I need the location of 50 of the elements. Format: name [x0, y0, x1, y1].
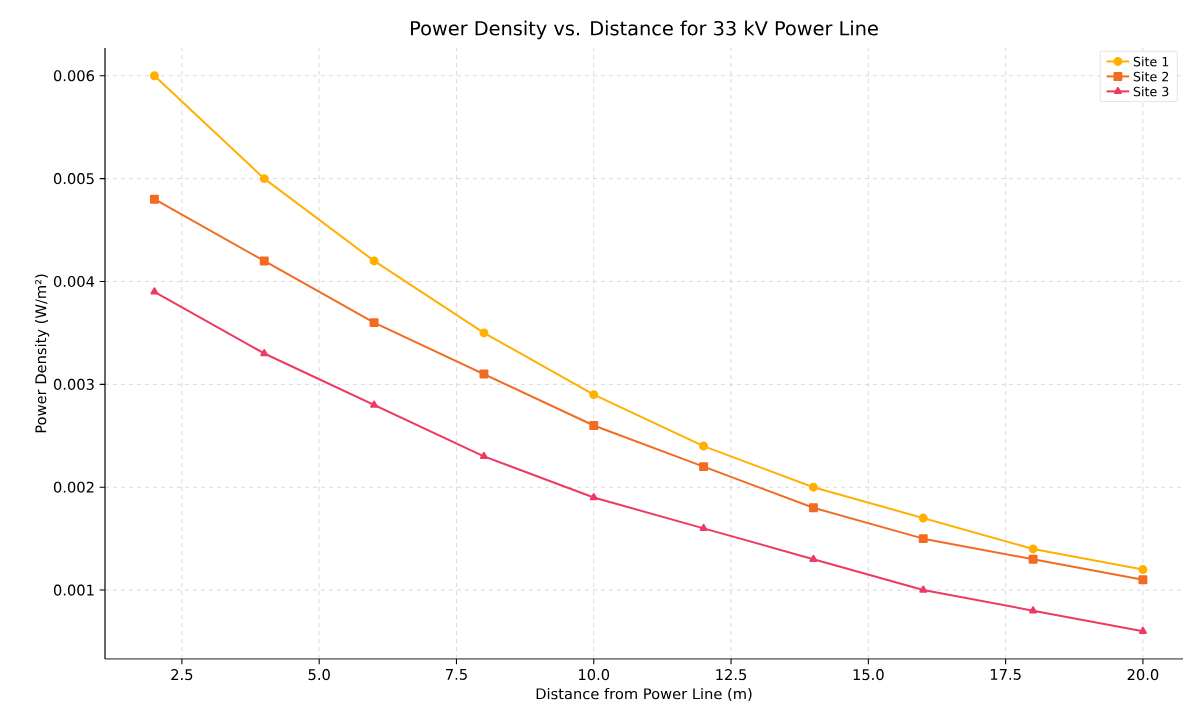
point [699, 462, 709, 472]
point [699, 523, 708, 532]
legend-label: Site 2 [1133, 71, 1169, 82]
point [149, 71, 159, 81]
point [370, 400, 379, 408]
point [918, 513, 928, 523]
x-axis-title: Distance from Power Line (m) [536, 687, 752, 702]
x-tick-label: 20.0 [1127, 669, 1159, 681]
x-tick-label: 12.5 [716, 669, 747, 681]
y-tick-label: 0.002 [53, 481, 94, 493]
y-tick-label: 0.005 [53, 173, 94, 185]
y-tick-label: 0.003 [53, 378, 94, 390]
point [479, 451, 488, 460]
point [369, 256, 379, 266]
point [699, 441, 709, 451]
x-tick-label: 7.5 [446, 669, 467, 680]
legend-label: Site 3 [1133, 86, 1169, 97]
x-tick-label: 17.5 [990, 669, 1021, 680]
y-tick-label: 0.001 [53, 584, 94, 596]
point [260, 349, 269, 357]
point [479, 328, 489, 338]
x-tick-label: 15.0 [853, 669, 884, 681]
point [1028, 544, 1038, 554]
y-axis-title: Power Density (W/m²) [34, 274, 50, 433]
point [150, 287, 159, 295]
point [259, 174, 269, 184]
point [589, 421, 599, 430]
point [369, 318, 379, 328]
point [149, 194, 159, 204]
point [919, 585, 928, 593]
point [1138, 575, 1148, 585]
point [808, 503, 818, 513]
chart-title: Power Density vs. Distance for 33 kV Power Line [411, 20, 878, 40]
x-tick-label: 10.0 [579, 669, 610, 681]
point [1029, 606, 1038, 614]
legend-label: Site 1 [1133, 56, 1169, 67]
y-tick-label: 0.004 [53, 275, 95, 288]
point [259, 256, 269, 266]
point [918, 534, 928, 544]
point [1028, 554, 1038, 564]
y-tick-label: 0.006 [53, 70, 95, 82]
point [809, 554, 818, 562]
point [479, 369, 489, 379]
point [589, 390, 599, 400]
point [1138, 626, 1147, 634]
point [1138, 565, 1148, 574]
point [808, 482, 818, 492]
x-tick-label: 2.5 [171, 669, 193, 681]
point [589, 493, 598, 501]
x-tick-label: 5.0 [308, 669, 330, 681]
